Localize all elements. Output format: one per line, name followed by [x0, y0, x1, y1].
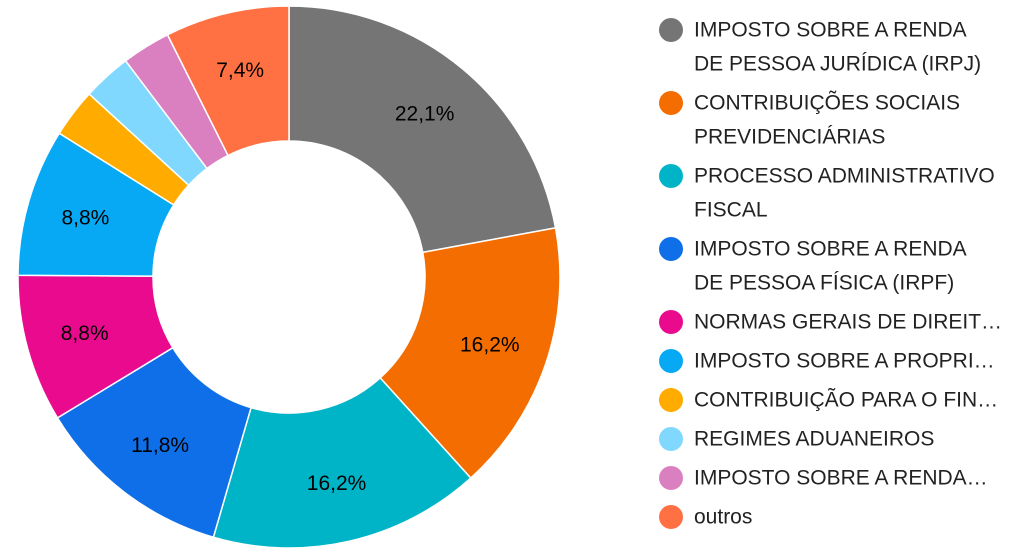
legend-item-8[interactable]: IMPOSTO SOBRE A RENDA… [659, 466, 988, 490]
legend-swatch-3 [659, 237, 683, 261]
legend-label-line: DE PESSOA JURÍDICA (IRPJ) [694, 53, 981, 76]
legend-label-line: FISCAL [694, 199, 768, 222]
pie-slice-0[interactable] [288, 5, 557, 254]
chart-legend: IMPOSTO SOBRE A RENDA DE PESSOA JURÍDICA … [659, 18, 1002, 529]
chart-slices [17, 5, 561, 549]
legend-label-line: IMPOSTO SOBRE A PROPRI… [694, 350, 995, 373]
slice-value-label-1: 16,2% [460, 334, 520, 357]
legend-swatch-4 [659, 310, 683, 334]
legend-label-9: outros [694, 506, 752, 529]
legend-swatch-6 [659, 388, 683, 412]
legend-label-line: PREVIDENCIÁRIAS [694, 126, 885, 149]
legend-swatch-1 [659, 91, 683, 115]
slice-value-label-3: 11,8% [131, 434, 189, 457]
legend-swatch-5 [659, 349, 683, 373]
legend-label-line: PROCESSO ADMINISTRATIVO [694, 165, 995, 188]
legend-item-7[interactable]: REGIMES ADUANEIROS [659, 427, 934, 451]
legend-label-2: PROCESSO ADMINISTRATIVO FISCAL [694, 165, 995, 222]
chart-slice-labels: 22,1% 16,2% 16,2% 11,8% 8,8% 8,8% 7,4% [61, 59, 520, 495]
legend-label-line: NORMAS GERAIS DE DIREIT… [694, 311, 1002, 334]
legend-label-3: IMPOSTO SOBRE A RENDA DE PESSOA FÍSICA (I… [694, 238, 967, 295]
legend-label-4: NORMAS GERAIS DE DIREIT… [694, 311, 1002, 334]
legend-label-6: CONTRIBUIÇÃO PARA O FIN… [694, 388, 998, 412]
legend-label-0: IMPOSTO SOBRE A RENDA DE PESSOA JURÍDICA … [694, 19, 981, 76]
legend-item-0[interactable]: IMPOSTO SOBRE A RENDA DE PESSOA JURÍDICA … [659, 18, 981, 76]
slice-value-label-4: 8,8% [61, 322, 109, 345]
legend-swatch-9 [659, 505, 683, 529]
legend-label-line: CONTRIBUIÇÕES SOCIAIS [694, 91, 960, 115]
legend-label-line: outros [694, 506, 752, 529]
legend-item-3[interactable]: IMPOSTO SOBRE A RENDA DE PESSOA FÍSICA (I… [659, 237, 967, 295]
legend-label-1: CONTRIBUIÇÕES SOCIAIS PREVIDENCIÁRIAS [694, 91, 960, 149]
legend-item-2[interactable]: PROCESSO ADMINISTRATIVO FISCAL [659, 164, 995, 222]
legend-label-7: REGIMES ADUANEIROS [694, 428, 934, 451]
legend-item-5[interactable]: IMPOSTO SOBRE A PROPRI… [659, 349, 995, 373]
legend-label-line: DE PESSOA FÍSICA (IRPF) [694, 272, 954, 295]
legend-label-line: CONTRIBUIÇÃO PARA O FIN… [694, 388, 998, 412]
slice-value-label-9: 7,4% [216, 59, 264, 82]
legend-label-8: IMPOSTO SOBRE A RENDA… [694, 467, 988, 490]
legend-label-line: IMPOSTO SOBRE A RENDA… [694, 467, 988, 490]
pie-slice-2[interactable] [212, 376, 472, 549]
legend-item-9[interactable]: outros [659, 505, 752, 529]
legend-item-4[interactable]: NORMAS GERAIS DE DIREIT… [659, 310, 1002, 334]
legend-label-line: IMPOSTO SOBRE A RENDA [694, 19, 967, 42]
slice-value-label-2: 16,2% [307, 472, 367, 495]
pie-slice-1[interactable] [379, 227, 561, 480]
legend-swatch-2 [659, 164, 683, 188]
slice-value-label-5: 8,8% [61, 206, 109, 229]
legend-label-5: IMPOSTO SOBRE A PROPRI… [694, 350, 995, 373]
slice-value-label-0: 22,1% [395, 103, 455, 126]
legend-item-6[interactable]: CONTRIBUIÇÃO PARA O FIN… [659, 388, 998, 413]
legend-swatch-0 [659, 18, 683, 42]
pie-slice-9[interactable] [166, 5, 290, 157]
legend-item-1[interactable]: CONTRIBUIÇÕES SOCIAIS PREVIDENCIÁRIAS [659, 91, 960, 149]
legend-label-line: REGIMES ADUANEIROS [694, 428, 934, 451]
legend-label-line: IMPOSTO SOBRE A RENDA [694, 238, 967, 261]
legend-swatch-7 [659, 427, 683, 451]
legend-swatch-8 [659, 466, 683, 490]
